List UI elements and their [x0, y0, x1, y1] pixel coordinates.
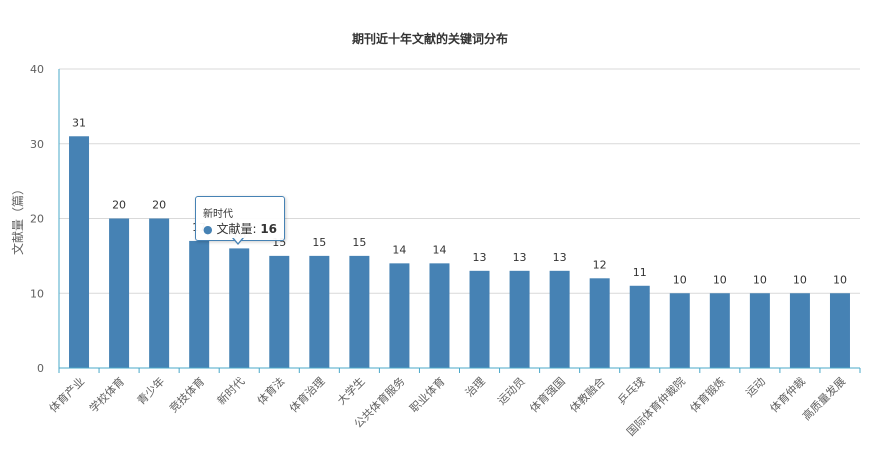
data-label: 12	[593, 258, 607, 271]
bar[interactable]	[829, 293, 850, 368]
x-tick-label: 新时代	[214, 374, 247, 407]
x-tick-label: 治理	[462, 374, 487, 399]
tooltip-arrow-inner	[233, 237, 243, 243]
bar[interactable]	[389, 263, 410, 368]
gridlines	[59, 68, 860, 294]
chart-title: 期刊近十年文献的关键词分布	[352, 31, 508, 46]
data-label: 31	[72, 116, 86, 129]
y-axis-label: 文献量（篇）	[10, 183, 25, 255]
data-label: 13	[473, 251, 487, 264]
bar[interactable]	[749, 293, 770, 368]
bars	[69, 136, 850, 368]
bar[interactable]	[549, 270, 570, 368]
bar[interactable]	[309, 255, 330, 368]
bar[interactable]	[429, 263, 450, 368]
data-labels: 3120201716151515141413131312111010101010	[72, 116, 847, 286]
bar[interactable]	[189, 240, 210, 368]
bar[interactable]	[269, 255, 290, 368]
tooltip-row: ● 文献量: 16	[203, 222, 278, 236]
data-label: 20	[112, 199, 126, 212]
bar[interactable]	[349, 255, 370, 368]
bar[interactable]	[149, 218, 170, 369]
data-label: 13	[513, 251, 527, 264]
data-label: 10	[673, 273, 687, 286]
bar[interactable]	[629, 285, 650, 368]
data-label: 10	[713, 273, 727, 286]
x-tick-label: 职业体育	[407, 374, 448, 415]
tooltip-category: 新时代	[203, 209, 233, 220]
x-tick-label: 体育治理	[286, 374, 327, 415]
x-tick-label: 乒乓球	[615, 374, 648, 407]
data-label: 15	[352, 236, 366, 249]
y-tick-label: 40	[30, 63, 44, 76]
bar[interactable]	[669, 293, 690, 368]
data-label: 13	[553, 251, 567, 264]
bar[interactable]	[589, 278, 610, 368]
tooltip-value: 16	[260, 222, 278, 236]
data-label: 10	[753, 273, 767, 286]
y-tick-label: 10	[30, 287, 44, 300]
data-label: 10	[793, 273, 807, 286]
data-label: 15	[312, 236, 326, 249]
x-tick-label: 青少年	[134, 374, 167, 407]
bar[interactable]	[229, 248, 250, 368]
tooltip-series-label: 文献量	[216, 222, 253, 236]
y-tick-label: 20	[30, 213, 44, 226]
x-tick-label: 体育产业	[46, 374, 87, 415]
y-axis-ticks: 0 10 20 30 40	[30, 63, 44, 375]
x-tick-label: 学校体育	[86, 374, 127, 415]
y-tick-label: 0	[37, 362, 44, 375]
tooltip: 新时代 ● 文献量: 16	[195, 196, 285, 241]
x-tick-label: 运动	[743, 375, 768, 400]
x-tick-label: 大学生	[334, 374, 367, 407]
x-tick-label: 运动员	[495, 375, 528, 408]
data-label: 10	[833, 273, 847, 286]
axes	[58, 69, 861, 373]
x-tick-label: 竞技体育	[166, 374, 207, 415]
bar[interactable]	[509, 270, 530, 368]
data-label: 20	[152, 199, 166, 212]
bar[interactable]	[69, 136, 90, 368]
tooltip-dot-icon: ●	[203, 223, 213, 236]
x-tick-label: 体育强国	[527, 374, 568, 415]
data-label: 11	[633, 266, 647, 279]
x-tick-label: 体育仲裁	[767, 374, 808, 415]
bar[interactable]	[109, 218, 130, 369]
data-label: 14	[392, 243, 406, 256]
data-label: 14	[432, 243, 446, 256]
bar[interactable]	[789, 293, 810, 368]
bar[interactable]	[709, 293, 730, 368]
y-tick-label: 30	[30, 138, 44, 151]
bar[interactable]	[469, 270, 490, 368]
x-tick-label: 体育法	[254, 374, 287, 407]
x-tick-label: 高质量发展	[799, 374, 848, 423]
x-tick-label: 体育锻炼	[687, 374, 728, 415]
x-tick-label: 体教融合	[567, 374, 608, 415]
